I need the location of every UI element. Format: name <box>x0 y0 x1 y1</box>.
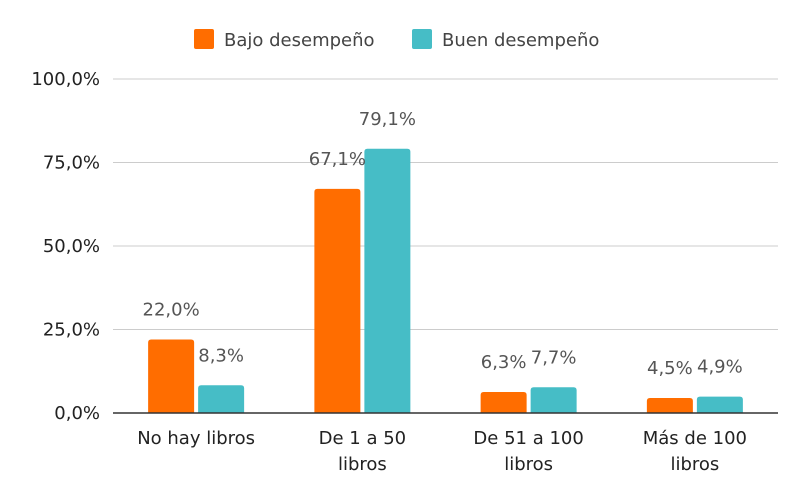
data-label: 4,5% <box>647 358 693 379</box>
y-tick-label: 0,0% <box>54 403 100 424</box>
bar-bajo-0 <box>148 339 195 413</box>
legend-swatch <box>194 29 214 49</box>
data-label: 6,3% <box>481 352 527 373</box>
y-tick-label: 75,0% <box>43 153 100 174</box>
data-labels: 22,0% 8,3% 67,1% 79,1% 6,3% 7,7% 4,5% 4,9% <box>143 109 743 379</box>
bar-buen-3 <box>696 396 743 413</box>
data-label: 22,0% <box>143 300 200 321</box>
legend-swatch <box>412 29 432 49</box>
bar-buen-2 <box>530 387 577 413</box>
x-category-label: libros <box>670 454 719 475</box>
y-tick-label: 25,0% <box>43 320 100 341</box>
y-tick-label: 100,0% <box>31 69 100 90</box>
x-category-label: libros <box>338 454 387 475</box>
data-label: 4,9% <box>697 357 743 378</box>
x-axis: No hay libros De 1 a 50 libros De 51 a 100 l… <box>113 412 778 475</box>
legend-label: Bajo desempeño <box>224 30 375 51</box>
bar-bajo-1 <box>314 188 361 413</box>
bar-buen-0 <box>198 385 245 413</box>
grid-lines <box>113 78 778 330</box>
bars <box>148 148 743 413</box>
data-label: 79,1% <box>359 109 416 130</box>
data-label: 7,7% <box>531 347 577 368</box>
bar-bajo-3 <box>646 397 693 413</box>
bar-buen-1 <box>364 148 411 413</box>
x-category-label: libros <box>504 454 553 475</box>
legend-label: Buen desempeño <box>442 30 599 51</box>
legend: Bajo desempeño Buen desempeño <box>194 29 599 51</box>
data-label: 67,1% <box>309 149 366 170</box>
data-label: 8,3% <box>198 345 244 366</box>
x-category-label: De 51 a 100 <box>473 428 583 449</box>
bar-bajo-2 <box>480 391 527 413</box>
y-tick-label: 50,0% <box>43 236 100 257</box>
y-axis: 0,0% 25,0% 50,0% 75,0% 100,0% <box>31 69 100 424</box>
x-category-label: De 1 a 50 <box>319 428 407 449</box>
x-category-label: No hay libros <box>137 428 255 449</box>
x-category-label: Más de 100 <box>643 428 747 449</box>
